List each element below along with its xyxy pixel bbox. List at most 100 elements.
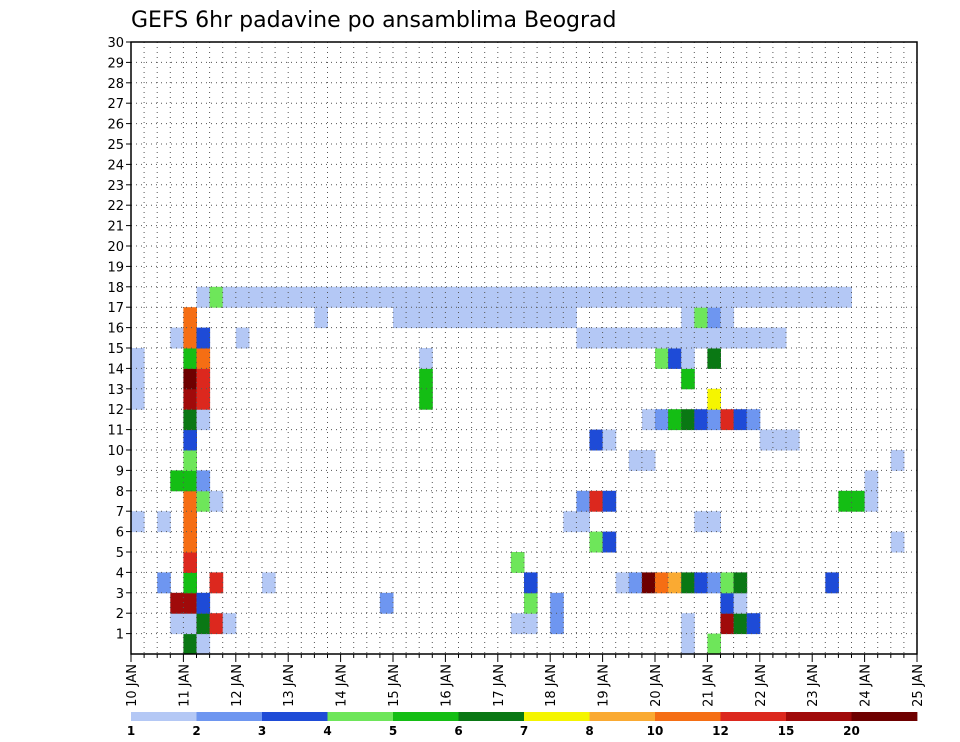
heatmap-cell xyxy=(537,286,551,308)
heatmap-cell xyxy=(183,511,197,533)
y-tick-label: 6 xyxy=(116,526,124,541)
heatmap-cell xyxy=(694,511,708,533)
heatmap-cell xyxy=(183,633,197,655)
heatmap-cell xyxy=(183,592,197,614)
heatmap-cell xyxy=(720,409,735,431)
y-tick-label: 25 xyxy=(107,138,124,153)
heatmap-cell xyxy=(733,409,748,431)
colorbar-swatch xyxy=(458,712,525,721)
heatmap-cell xyxy=(510,307,525,329)
heatmap-cell xyxy=(681,368,695,390)
heatmap-cell xyxy=(340,286,355,308)
y-tick-label: 3 xyxy=(116,587,124,602)
grid-lines xyxy=(131,42,917,654)
heatmap-cell xyxy=(589,327,604,349)
colorbar-swatch xyxy=(655,712,721,721)
heatmap-cell xyxy=(314,286,328,308)
heatmap-cell xyxy=(484,307,499,329)
heatmap-cell xyxy=(183,327,197,349)
heatmap-cell xyxy=(497,286,512,308)
heatmap-cells xyxy=(131,286,905,655)
heatmap-cell xyxy=(537,307,551,329)
heatmap-cell xyxy=(694,572,708,594)
heatmap-cell xyxy=(235,327,250,349)
heatmap-cell xyxy=(759,429,774,451)
heatmap-cell xyxy=(131,388,145,410)
heatmap-cell xyxy=(576,327,590,349)
heatmap-cell xyxy=(445,286,459,308)
x-tick-label: 21 JAN xyxy=(701,664,716,707)
heatmap-cell xyxy=(458,286,473,308)
heatmap-cell xyxy=(301,286,315,308)
heatmap-cell xyxy=(733,572,748,594)
y-tick-label: 20 xyxy=(107,240,124,255)
heatmap-cell xyxy=(772,327,787,349)
heatmap-cell xyxy=(707,511,721,533)
heatmap-cell xyxy=(183,470,197,492)
x-tick-label: 11 JAN xyxy=(177,664,192,707)
x-tick-label: 16 JAN xyxy=(439,664,454,707)
y-tick-label: 12 xyxy=(107,403,124,418)
heatmap-cell xyxy=(746,409,761,431)
y-axis: 1234567891011121314151617181920212223242… xyxy=(107,36,131,643)
heatmap-cell xyxy=(275,286,289,308)
x-axis: 10 JAN 11 JAN 12 JAN 13 JAN 14 JAN 15 JAN 16 J… xyxy=(125,654,926,707)
y-tick-label: 27 xyxy=(107,97,124,112)
heatmap-cell xyxy=(825,572,839,594)
heatmap-cell xyxy=(628,286,643,308)
y-tick-label: 28 xyxy=(107,77,124,92)
heatmap-cell xyxy=(720,286,735,308)
y-tick-label: 15 xyxy=(107,342,124,357)
heatmap-cell xyxy=(746,327,761,349)
heatmap-cell xyxy=(131,348,145,369)
y-tick-label: 4 xyxy=(116,566,124,581)
heatmap-cell xyxy=(681,633,695,655)
heatmap-cell xyxy=(563,511,577,533)
colorbar-label: 7 xyxy=(520,724,528,738)
colorbar-swatch xyxy=(589,712,656,721)
heatmap-cell xyxy=(524,286,538,308)
x-tick-label: 24 JAN xyxy=(859,664,874,707)
heatmap-cell xyxy=(615,327,630,349)
heatmap-cell xyxy=(681,327,695,349)
heatmap-cell xyxy=(484,286,499,308)
y-tick-label: 16 xyxy=(107,322,124,337)
heatmap-cell xyxy=(183,552,197,573)
x-tick-label: 13 JAN xyxy=(282,664,297,707)
heatmap-cell xyxy=(733,286,748,308)
x-tick-label: 22 JAN xyxy=(754,664,769,707)
heatmap-cell xyxy=(602,490,617,512)
heatmap-cell xyxy=(681,286,695,308)
y-tick-label: 23 xyxy=(107,179,124,194)
x-tick-label: 17 JAN xyxy=(492,664,507,707)
colorbar-label: 2 xyxy=(192,724,200,738)
heatmap-cell xyxy=(196,368,211,390)
heatmap-cell xyxy=(602,327,617,349)
heatmap-cell xyxy=(681,613,695,635)
heatmap-cell xyxy=(209,613,224,635)
y-tick-label: 22 xyxy=(107,199,124,214)
heatmap-cell xyxy=(196,388,211,410)
colorbar-label: 20 xyxy=(843,724,860,738)
heatmap-cell xyxy=(772,286,787,308)
colorbar-swatch xyxy=(327,712,394,721)
heatmap-cell xyxy=(615,286,630,308)
colorbar-swatch xyxy=(786,712,852,721)
heatmap-cell xyxy=(183,409,197,431)
heatmap-cell xyxy=(864,470,879,492)
heatmap-cell xyxy=(510,286,525,308)
x-tick-label: 18 JAN xyxy=(544,664,559,707)
heatmap-cell xyxy=(838,490,852,512)
heatmap-cell xyxy=(707,633,721,655)
heatmap-cell xyxy=(406,286,420,308)
heatmap-cell xyxy=(628,450,643,471)
heatmap-cell xyxy=(524,592,538,614)
heatmap-cell xyxy=(694,286,708,308)
heatmap-cell xyxy=(222,613,237,635)
heatmap-cell xyxy=(890,450,905,471)
heatmap-cell xyxy=(235,286,250,308)
chart-title: GEFS 6hr padavine po ansamblima Beograd xyxy=(131,8,617,33)
heatmap-cell xyxy=(641,572,656,594)
heatmap-cell xyxy=(576,490,590,512)
y-tick-label: 18 xyxy=(107,281,124,296)
